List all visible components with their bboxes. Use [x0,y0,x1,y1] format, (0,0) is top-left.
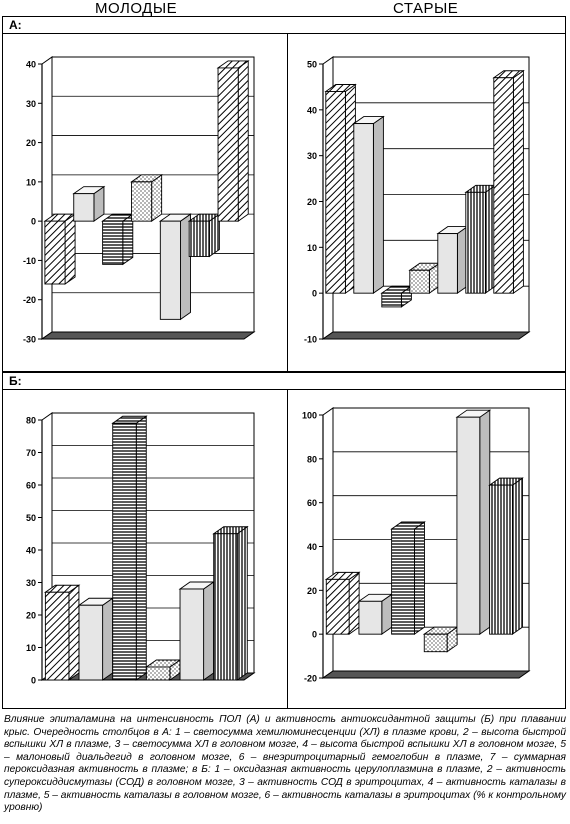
y-tick-label: 80 [307,454,317,464]
bar [101,213,135,266]
y-tick-label: 10 [26,177,36,187]
y-tick-label: 30 [26,99,36,109]
bar [455,409,492,636]
chart-a-old: -10 0 10 20 30 40 50 [304,56,531,345]
y-tick-label: 100 [302,411,317,421]
y-tick-label: 10 [307,243,317,253]
bar [436,225,469,295]
figure-caption: Влияние эпиталамина на интенсивность ПОЛ… [4,714,566,814]
y-tick-label: 50 [307,60,317,70]
y-tick-label: -30 [23,335,36,345]
bar [324,83,357,295]
y-tick-label: -10 [23,256,36,266]
y-tick-label: 20 [26,611,36,621]
bar [43,213,77,285]
bar [111,415,148,681]
bar [130,173,164,223]
y-tick-label: 60 [307,498,317,508]
y-tick-label: 30 [307,151,317,161]
section-label-b: Б: [9,374,22,388]
bar [390,521,426,636]
y-tick-label: -10 [304,335,317,345]
y-tick-label: 80 [26,416,36,426]
bar [492,69,525,295]
y-tick-label: 10 [26,643,36,653]
chart-a-young: -30 -20 -10 0 10 20 30 40 [23,56,256,345]
bar [352,115,385,295]
y-tick-label: 20 [307,197,317,207]
y-tick-label: 0 [312,630,317,640]
bar [187,213,221,258]
y-tick-label: 30 [26,578,36,588]
y-tick-label: 70 [26,448,36,458]
bar [77,597,115,681]
bar [357,593,394,636]
chart-b-old: -20 0 20 40 60 80 100 [302,407,531,684]
bar [144,659,182,681]
bar [408,262,441,295]
panel-b: Б: [2,372,566,709]
bar [216,60,250,223]
y-tick-label: -20 [304,674,317,684]
y-tick-label: 40 [307,542,317,552]
y-tick-label: 0 [31,217,36,227]
bar [324,571,361,636]
y-tick-label: 40 [26,546,36,556]
bar [158,213,192,321]
section-label-a: А: [9,18,22,32]
y-tick-label: 20 [26,138,36,148]
header-young: МОЛОДЫЕ [95,0,178,17]
bar [72,185,106,223]
panel-a: А: [2,16,566,372]
bar [43,584,81,681]
y-tick-label: 40 [307,105,317,115]
bar [212,525,249,681]
chart-b-young: 0 10 20 30 40 50 60 70 80 [26,412,256,686]
header-old: СТАРЫЕ [393,0,459,17]
bar [178,581,216,681]
bar [488,477,524,636]
y-tick-label: 50 [26,513,36,523]
bar [422,626,459,653]
y-tick-label: 60 [26,481,36,491]
y-tick-label: 0 [312,289,317,299]
y-tick-label: 0 [31,676,36,686]
y-tick-label: -20 [23,295,36,305]
y-tick-label: 20 [307,586,317,596]
y-tick-label: 40 [26,60,36,70]
bar [464,184,497,295]
